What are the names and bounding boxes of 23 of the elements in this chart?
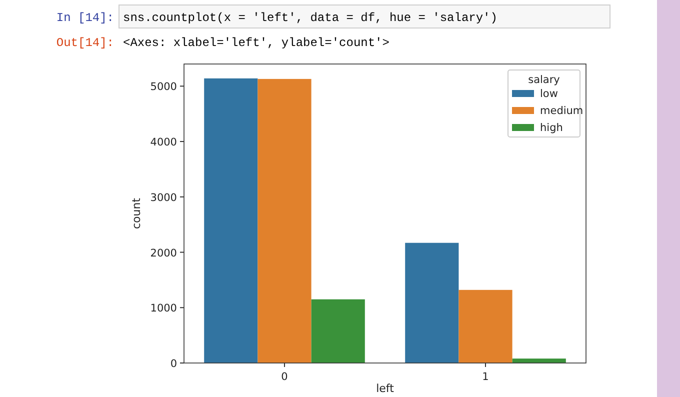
x-axis-title: left (376, 382, 395, 395)
legend-title: salary (528, 74, 560, 86)
y-tick-label: 2000 (150, 247, 177, 260)
text: sns.countplot(x = 'left', data = df, hue = 'salary') (123, 11, 498, 25)
bar (458, 290, 512, 363)
text: Out[14]: (56, 36, 114, 50)
y-tick-label: 1000 (150, 302, 177, 315)
legend-label: low (540, 88, 558, 100)
legend-label: medium (540, 105, 584, 117)
y-tick-label: 3000 (150, 192, 177, 204)
text: <Axes: xlabel='left', ylabel='count'> (123, 36, 390, 50)
bar (405, 242, 459, 363)
bar (311, 299, 365, 363)
bar (204, 78, 258, 363)
y-tick-label: 0 (170, 358, 177, 370)
legend-label: high (540, 122, 563, 134)
y-tick-label: 4000 (150, 136, 177, 149)
y-tick-label: 5000 (150, 81, 177, 94)
x-tick-label: 1 (482, 371, 489, 383)
y-axis-title: count (130, 197, 143, 230)
bar (258, 78, 312, 363)
text: In [14]: (56, 11, 114, 25)
bar (512, 358, 566, 363)
